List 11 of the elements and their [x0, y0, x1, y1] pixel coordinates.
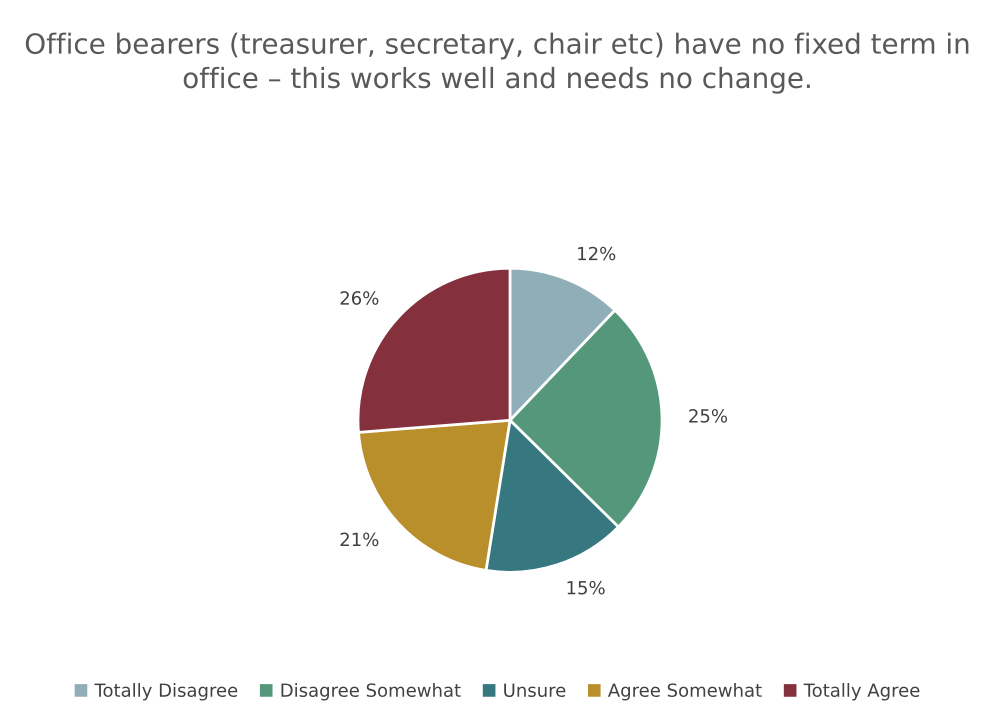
data-label: 26% — [340, 291, 378, 305]
legend-label: Totally Disagree — [94, 683, 238, 701]
legend-label: Totally Agree — [804, 683, 920, 701]
legend-label: Unsure — [504, 684, 566, 698]
legend-label: Disagree Somewhat — [282, 683, 461, 701]
chart-title: Office bearers (treasurer, secretary, chair etc) have no fixed term in office – this works well and needs no change. — [26, 32, 968, 94]
data-label: 25% — [689, 409, 728, 423]
data-label: 12% — [578, 246, 616, 260]
data-label: 21% — [340, 532, 378, 546]
data-label: 15% — [568, 580, 605, 595]
legend-label: Agree Somewhat — [608, 683, 762, 701]
